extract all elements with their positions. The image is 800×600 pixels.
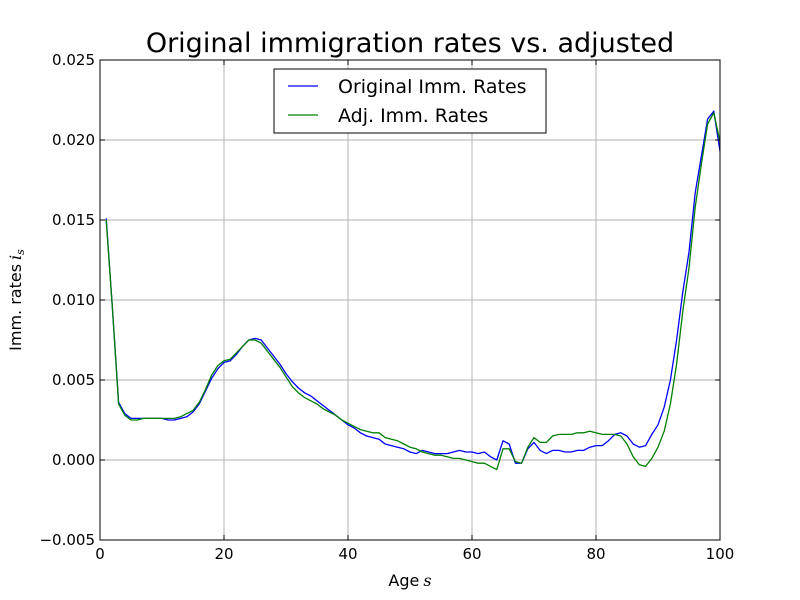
y-tick-label: 0.015 <box>52 211 95 229</box>
legend-label-adjusted: Adj. Imm. Rates <box>338 105 488 127</box>
y-tick-label: 0.010 <box>52 291 95 309</box>
original-imm-rates-line <box>105 110 721 464</box>
x-axis-label: Age s <box>388 571 431 590</box>
legend: Original Imm. Rates Adj. Imm. Rates <box>273 68 547 134</box>
y-tick-label: 0.005 <box>52 371 95 389</box>
grid <box>100 60 720 540</box>
axis-ticks: 0 20 40 60 80 100 −0.005 0.000 0.005 0.010 0.015 0.… <box>39 51 734 563</box>
adjusted-imm-rates-line <box>105 112 721 471</box>
legend-box <box>273 68 547 134</box>
y-tick-label: 0.020 <box>52 131 95 149</box>
y-axis-subscript: s <box>14 249 27 255</box>
y-axis-label: Imm. rates is <box>6 249 27 351</box>
chart-title: Original immigration rates vs. adjusted <box>146 28 674 59</box>
x-axis-symbol: s <box>423 571 431 590</box>
y-tick-label: 0.025 <box>52 51 95 69</box>
y-axis-symbol: i <box>6 255 25 260</box>
y-tick-label: 0.000 <box>52 451 95 469</box>
y-axis-label-text: Imm. rates <box>6 264 25 351</box>
x-tick-label: 100 <box>706 545 735 563</box>
x-tick-label: 40 <box>338 545 357 563</box>
x-axis-label-text: Age <box>388 571 419 590</box>
x-tick-label: 20 <box>214 545 233 563</box>
svg-text:Imm. ratesis: Imm. rates is <box>6 249 27 351</box>
x-tick-label: 0 <box>95 545 105 563</box>
series-lines <box>105 110 721 471</box>
y-tick-label: −0.005 <box>39 531 95 549</box>
x-tick-label: 80 <box>586 545 605 563</box>
legend-label-original: Original Imm. Rates <box>338 76 527 98</box>
x-tick-label: 60 <box>462 545 481 563</box>
